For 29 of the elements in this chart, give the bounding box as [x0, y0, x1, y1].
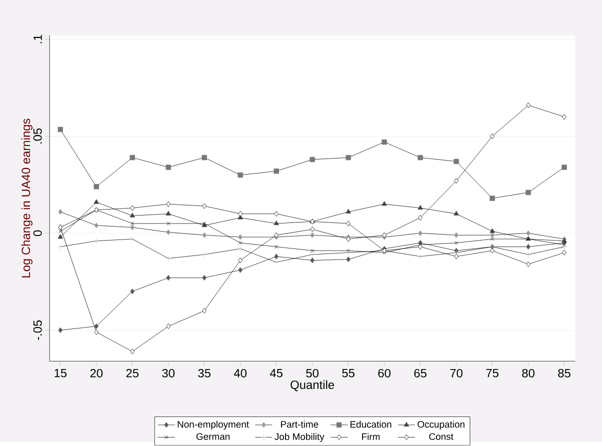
x-tick-label: 15 — [54, 369, 67, 378]
legend-label: Education — [350, 420, 392, 428]
y-tick-label: .1 — [34, 35, 42, 44]
x-tick-label: 85 — [558, 369, 570, 378]
x-tick-label: 45 — [270, 369, 282, 378]
y-tick-label: -.05 — [33, 320, 42, 340]
legend-label: Occupation — [418, 420, 464, 430]
x-tick-label: 80 — [522, 369, 534, 378]
legend-label: Job Mobility — [274, 433, 324, 442]
y-axis-title: Log Change in UA40 earnings — [21, 118, 32, 278]
legend-label: Non-employment — [178, 420, 249, 430]
x-tick-label: 30 — [162, 369, 175, 378]
legend-label: German — [196, 433, 230, 440]
legend-label: Firm — [362, 433, 380, 440]
y-tick-label: .05 — [33, 128, 42, 144]
y-tick-label: 0 — [33, 230, 42, 236]
x-tick-label: 55 — [342, 369, 354, 378]
x-tick-label: 60 — [378, 369, 390, 378]
x-tick-label: 65 — [414, 369, 426, 378]
x-tick-label: 20 — [90, 369, 103, 378]
x-axis-title: Quantile — [290, 380, 334, 392]
x-tick-label: 75 — [486, 369, 498, 378]
x-tick-label: 25 — [126, 369, 139, 378]
x-tick-label: 50 — [306, 369, 319, 378]
x-tick-label: 70 — [450, 369, 462, 378]
x-tick-label: 35 — [198, 369, 210, 378]
legend-label: Const — [429, 433, 454, 440]
legend-label: Part-time — [281, 420, 318, 428]
x-tick-label: 40 — [234, 369, 247, 378]
